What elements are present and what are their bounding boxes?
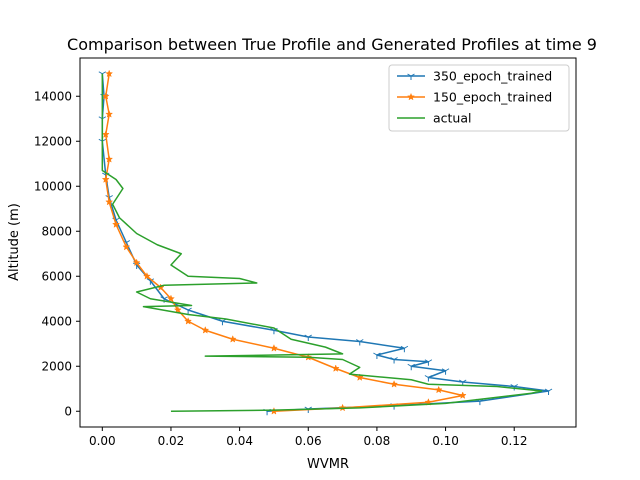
data-point <box>424 359 433 366</box>
data-point <box>544 388 553 395</box>
data-point <box>112 220 121 228</box>
x-tick-label: 0.06 <box>295 434 322 448</box>
data-point <box>407 92 415 101</box>
data-point <box>142 272 151 280</box>
data-point <box>269 407 278 415</box>
data-point <box>441 368 450 375</box>
data-point <box>122 242 131 251</box>
data-point <box>101 175 110 183</box>
data-point <box>105 197 114 206</box>
data-point <box>101 92 110 100</box>
x-tick-label: 0.00 <box>89 434 116 448</box>
data-point <box>184 307 192 314</box>
x-axis: 0.00 0.02 0.04 0.06 0.08 0.10 0.12 <box>89 427 528 448</box>
y-tick-label: 0 <box>64 404 72 418</box>
y-tick-label: 4000 <box>41 314 72 328</box>
data-point <box>201 326 210 334</box>
y-tick-label: 12000 <box>34 134 72 148</box>
series-line <box>101 73 543 412</box>
data-point <box>355 373 364 381</box>
legend-label: 350_epoch_trained <box>433 69 552 84</box>
data-point <box>105 69 114 78</box>
legend-box <box>388 64 570 132</box>
data-point <box>434 385 443 394</box>
data-point <box>390 357 398 364</box>
data-point <box>105 110 114 118</box>
legend-label: 150_epoch_trained <box>433 90 552 105</box>
x-tick-label: 0.10 <box>432 434 459 448</box>
series-150-epoch-trained <box>101 69 467 415</box>
data-point <box>184 317 193 325</box>
data-point <box>105 155 114 163</box>
series-actual <box>101 73 543 412</box>
axes-frame <box>79 57 577 428</box>
data-point <box>458 391 467 399</box>
data-point <box>331 364 340 372</box>
data-point <box>166 294 175 303</box>
legend-label: actual <box>433 111 472 126</box>
legend-entry: actual <box>397 111 472 126</box>
legend-entry: 350_epoch_trained <box>397 69 552 84</box>
data-point <box>269 344 278 352</box>
y-tick-label: 2000 <box>41 359 72 373</box>
x-tick-label: 0.12 <box>501 434 528 448</box>
data-point <box>356 339 364 346</box>
data-point <box>338 403 347 412</box>
data-point <box>407 73 415 80</box>
legend-entry: 150_epoch_trained <box>397 90 552 105</box>
plot-area <box>98 69 553 416</box>
data-point <box>424 375 433 382</box>
y-axis: 0 2000 4000 6000 8000 10000 12000 14000 <box>34 89 80 418</box>
data-point <box>173 305 182 314</box>
x-axis-label: WVMR <box>307 457 349 472</box>
data-point <box>373 352 381 359</box>
y-tick-label: 14000 <box>34 89 72 103</box>
data-point <box>132 258 141 267</box>
y-tick-label: 8000 <box>41 224 72 238</box>
x-tick-label: 0.02 <box>158 434 185 448</box>
data-point <box>407 363 415 371</box>
x-tick-label: 0.04 <box>226 434 253 448</box>
data-point <box>304 334 313 341</box>
data-point <box>400 345 409 353</box>
chart-title: Comparison between True Profile and Gene… <box>67 35 597 54</box>
x-tick-label: 0.08 <box>364 434 391 448</box>
data-point <box>390 380 399 388</box>
y-tick-label: 6000 <box>41 269 72 283</box>
data-point <box>101 130 110 138</box>
data-point <box>228 335 237 343</box>
y-axis-label: Altitude (m) <box>7 203 22 281</box>
y-tick-label: 10000 <box>34 179 72 193</box>
